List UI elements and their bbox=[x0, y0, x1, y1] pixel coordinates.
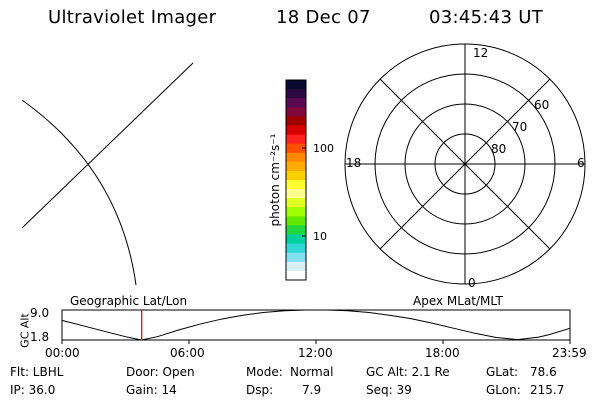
colorbar-segment bbox=[286, 134, 306, 145]
orbit-ticks bbox=[61, 340, 571, 344]
geographic-lon-line bbox=[21, 62, 194, 229]
status-dsp-label: Dsp: bbox=[246, 383, 274, 397]
orbit-y-axis-label: GC Alt bbox=[18, 313, 32, 348]
mlt-label-12: 12 bbox=[473, 46, 489, 60]
mlt-label-6: 6 bbox=[577, 156, 585, 170]
colorbar-unit-label: photon cm⁻²s⁻¹ bbox=[268, 133, 282, 227]
colorbar-segment bbox=[286, 180, 306, 190]
colorbar-frame bbox=[285, 79, 307, 281]
colorbar-segment bbox=[286, 216, 306, 227]
colorbar-segment bbox=[286, 261, 306, 272]
geographic-panel-label: Geographic Lat/Lon bbox=[70, 294, 188, 308]
colorbar-segment bbox=[286, 143, 306, 154]
colorbar-segment bbox=[286, 125, 306, 136]
status-glon-label: GLon: bbox=[486, 383, 521, 397]
status-glat-label: GLat: bbox=[486, 365, 519, 379]
status-glon-value: 215.7 bbox=[530, 383, 565, 397]
orbit-xtick-4: 23:59 bbox=[552, 346, 587, 360]
colorbar-segment bbox=[286, 107, 306, 117]
geographic-lat-curve bbox=[21, 99, 137, 286]
orbit-altitude-line bbox=[61, 309, 571, 341]
mlat-label-80: 80 bbox=[491, 142, 507, 156]
colorbar-segment bbox=[286, 198, 306, 208]
colorbar-segment bbox=[286, 225, 306, 236]
colorbar-tick-label-100: 100 bbox=[313, 142, 334, 155]
colorbar bbox=[286, 80, 306, 281]
orbit-xtick-3: 18:00 bbox=[425, 346, 460, 360]
colorbar-tick-label-10: 10 bbox=[313, 230, 327, 243]
status-mode-value: Normal bbox=[290, 365, 334, 379]
colorbar-segment bbox=[286, 170, 306, 181]
orbit-ytick-min: 1.8 bbox=[30, 330, 50, 344]
colorbar-segment bbox=[286, 207, 306, 217]
status-ip: IP: 36.0 bbox=[10, 383, 56, 397]
status-sequence: Seq: 39 bbox=[366, 383, 412, 397]
orbit-xtick-2: 12:00 bbox=[298, 346, 333, 360]
colorbar-segment bbox=[286, 98, 306, 108]
instrument-title: Ultraviolet Imager bbox=[48, 7, 217, 28]
status-dsp-value: 7.9 bbox=[302, 383, 322, 397]
colorbar-segment bbox=[286, 234, 306, 245]
orbit-xtick-1: 06:00 bbox=[170, 346, 205, 360]
colorbar-segment bbox=[286, 270, 306, 281]
date-label: 18 Dec 07 bbox=[276, 7, 371, 28]
colorbar-segment bbox=[286, 152, 306, 163]
mlat-label-60: 60 bbox=[534, 98, 550, 112]
mlat-label-70: 70 bbox=[512, 120, 528, 134]
colorbar-segment bbox=[286, 80, 306, 90]
polar-plot bbox=[344, 43, 586, 285]
status-mode-label: Mode: bbox=[246, 365, 283, 379]
status-glat-value: 78.6 bbox=[530, 365, 557, 379]
polar-diagonal-2 bbox=[379, 78, 551, 250]
mlt-label-0: 0 bbox=[468, 276, 476, 290]
orbit-ytick-max: 9.0 bbox=[30, 306, 50, 320]
status-gain: Gain: 14 bbox=[126, 383, 177, 397]
status-gc-altitude: GC Alt: 2.1 Re bbox=[366, 365, 450, 379]
status-door: Door: Open bbox=[126, 365, 195, 379]
colorbar-segment bbox=[286, 189, 306, 199]
orbit-plot-frame bbox=[61, 309, 571, 341]
colorbar-segment bbox=[286, 161, 306, 172]
colorbar-segment bbox=[286, 252, 306, 263]
mlt-label-18: 18 bbox=[346, 156, 362, 170]
orbit-xtick-0: 00:00 bbox=[45, 346, 80, 360]
colorbar-segment bbox=[286, 89, 306, 99]
colorbar-segment bbox=[286, 243, 306, 254]
colorbar-segment bbox=[286, 116, 306, 127]
apex-panel-label: Apex MLat/MLT bbox=[413, 294, 503, 308]
geographic-grid bbox=[21, 62, 194, 286]
time-label: 03:45:43 UT bbox=[429, 7, 544, 28]
status-filter: Flt: LBHL bbox=[10, 365, 64, 379]
